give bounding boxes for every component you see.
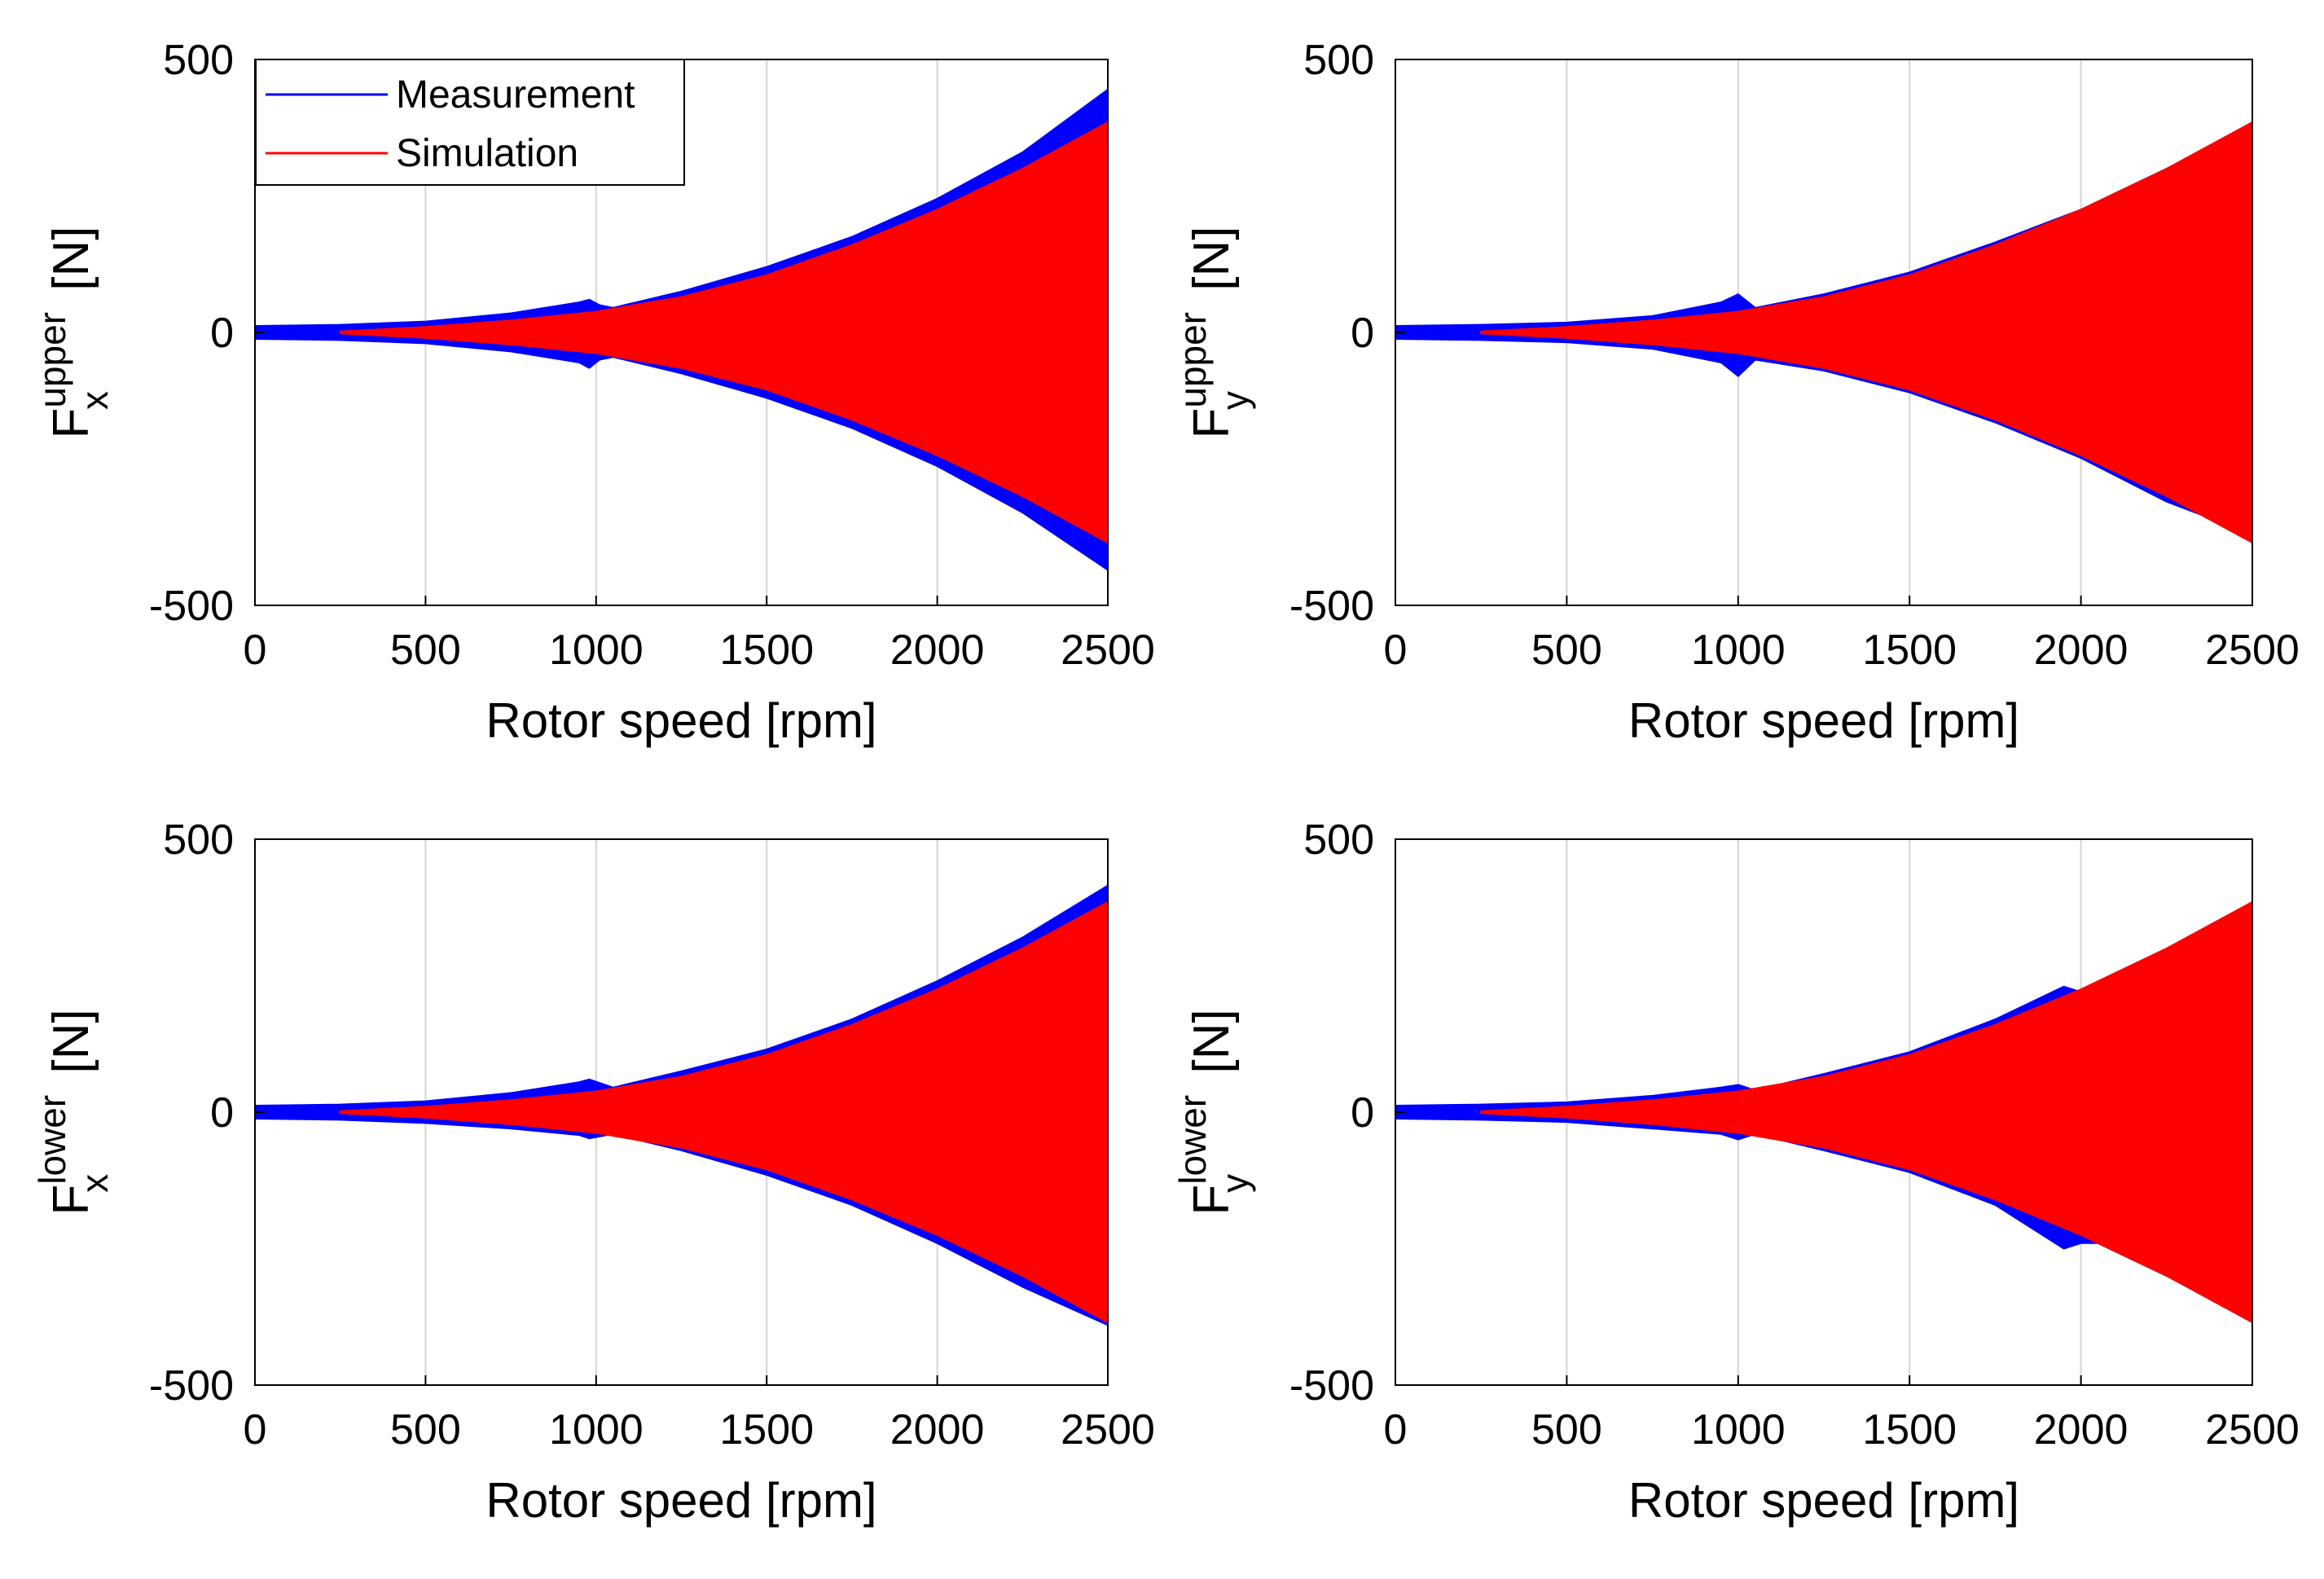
legend: Measurement Simulation xyxy=(255,59,685,186)
x-tick-label: 2500 xyxy=(2205,1406,2300,1454)
x-tick-label: 2000 xyxy=(2034,1406,2129,1454)
y-tick-label: -500 xyxy=(1289,583,1374,630)
y-tick-label: 500 xyxy=(163,37,234,84)
y-axis-label: Fupperx [N] xyxy=(31,227,116,439)
x-tick-label: 1000 xyxy=(1691,627,1786,674)
y-tick-label: 500 xyxy=(1303,816,1374,864)
x-tick-label: 0 xyxy=(1384,627,1408,674)
x-tick-label: 1000 xyxy=(549,1406,644,1454)
x-tick-label: 2000 xyxy=(2034,627,2129,674)
y-axis-label: Flowerx [N] xyxy=(31,1009,116,1215)
x-tick-label: 2000 xyxy=(890,1406,985,1454)
legend-measurement-label: Measurement xyxy=(396,73,635,117)
x-tick-label: 1000 xyxy=(1691,1406,1786,1454)
x-tick-label: 500 xyxy=(1531,1406,1602,1454)
x-axis-label: Rotor speed [rpm] xyxy=(1628,693,2019,748)
x-tick-label: 500 xyxy=(1531,627,1602,674)
y-tick-label: 0 xyxy=(210,1089,234,1137)
x-tick-label: 2500 xyxy=(1061,627,1155,674)
x-axis-label: Rotor speed [rpm] xyxy=(485,693,876,748)
x-tick-label: 500 xyxy=(390,627,461,674)
y-tick-label: -500 xyxy=(149,1362,234,1410)
x-tick-label: 1000 xyxy=(549,627,644,674)
x-tick-label: 1500 xyxy=(1862,627,1957,674)
legend-simulation-label: Simulation xyxy=(396,132,578,175)
x-tick-label: 1500 xyxy=(719,1406,814,1454)
x-tick-label: 2000 xyxy=(890,627,985,674)
x-tick-label: 0 xyxy=(244,627,267,674)
y-axis-label: Flowery [N] xyxy=(1171,1009,1256,1215)
y-tick-label: 0 xyxy=(1351,1089,1374,1137)
x-tick-label: 1500 xyxy=(719,627,814,674)
legend-box xyxy=(255,59,685,186)
x-tick-label: 0 xyxy=(1384,1406,1408,1454)
y-axis-label: Fuppery [N] xyxy=(1171,227,1256,439)
y-tick-label: 500 xyxy=(163,816,234,864)
y-tick-label: 0 xyxy=(210,310,234,357)
x-axis-label: Rotor speed [rpm] xyxy=(1628,1473,2019,1528)
y-tick-label: 500 xyxy=(1303,37,1374,84)
x-tick-label: 500 xyxy=(390,1406,461,1454)
x-axis-label: Rotor speed [rpm] xyxy=(485,1473,876,1528)
x-tick-label: 1500 xyxy=(1862,1406,1957,1454)
x-tick-label: 0 xyxy=(244,1406,267,1454)
x-tick-label: 2500 xyxy=(2205,627,2300,674)
x-tick-label: 2500 xyxy=(1061,1406,1155,1454)
y-tick-label: 0 xyxy=(1351,310,1374,357)
y-tick-label: -500 xyxy=(149,583,234,630)
y-tick-label: -500 xyxy=(1289,1362,1374,1410)
